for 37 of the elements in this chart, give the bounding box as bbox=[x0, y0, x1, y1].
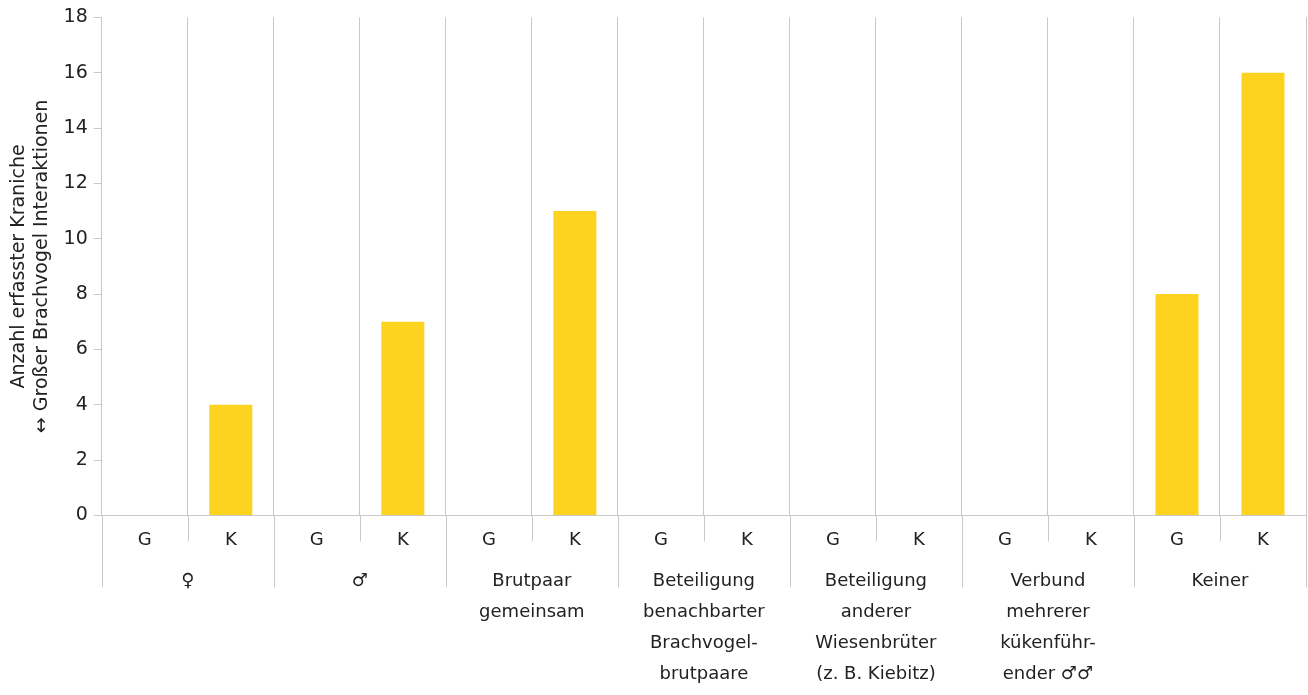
x-tick-label: K bbox=[1257, 527, 1271, 549]
x-tick-label: K bbox=[913, 527, 927, 549]
x-tick-label: K bbox=[568, 527, 582, 549]
bar bbox=[553, 211, 597, 515]
text: ♂ bbox=[351, 569, 368, 591]
text: Verbund mehrerer kükenführ- ender ♂♂ bbox=[1000, 569, 1096, 684]
x-tick-label: K bbox=[224, 527, 238, 549]
x-tick-label: K bbox=[740, 527, 754, 549]
x-tick-label: G bbox=[825, 527, 840, 549]
y-tick-label: 4 bbox=[75, 391, 88, 414]
y-tick-label: 12 bbox=[63, 170, 88, 193]
text: Beteiligung anderer Wiesenbrüter (z. B. Kiebitz) bbox=[815, 569, 938, 684]
x-tick-label: G bbox=[1170, 527, 1184, 549]
y-tick-label: 6 bbox=[75, 336, 88, 359]
x-tick-label: G bbox=[481, 527, 496, 549]
bar bbox=[1241, 72, 1285, 515]
y-tick-label: 16 bbox=[63, 59, 88, 82]
y-tick-label: 14 bbox=[63, 115, 88, 137]
bar bbox=[381, 321, 425, 515]
y-tick-label: 8 bbox=[75, 281, 88, 303]
x-tick-label: G bbox=[997, 527, 1012, 549]
text: Beteiligung benachbarter Brachvogel- brutpaare bbox=[643, 569, 766, 684]
text: Brutpaar gemeinsam bbox=[479, 569, 585, 622]
text: ♀ bbox=[181, 569, 195, 591]
y-axis-title: Anzahl erfasster Kraniche ↔ Großer Brachvogel Interaktionen bbox=[6, 99, 52, 434]
y-tick-label: 0 bbox=[75, 502, 88, 525]
y-tick-label: 2 bbox=[75, 447, 88, 469]
bar bbox=[209, 404, 253, 515]
x-tick-label: G bbox=[653, 527, 668, 549]
x-tick-label: G bbox=[309, 527, 324, 549]
y-tick-label: 18 bbox=[63, 4, 88, 27]
bar bbox=[1155, 294, 1199, 515]
x-tick-label: G bbox=[137, 527, 152, 549]
x-tick-label: K bbox=[1085, 527, 1099, 549]
x-tick-label: K bbox=[396, 527, 410, 549]
y-tick-label: 10 bbox=[63, 225, 88, 248]
text: Keiner bbox=[1191, 569, 1250, 591]
